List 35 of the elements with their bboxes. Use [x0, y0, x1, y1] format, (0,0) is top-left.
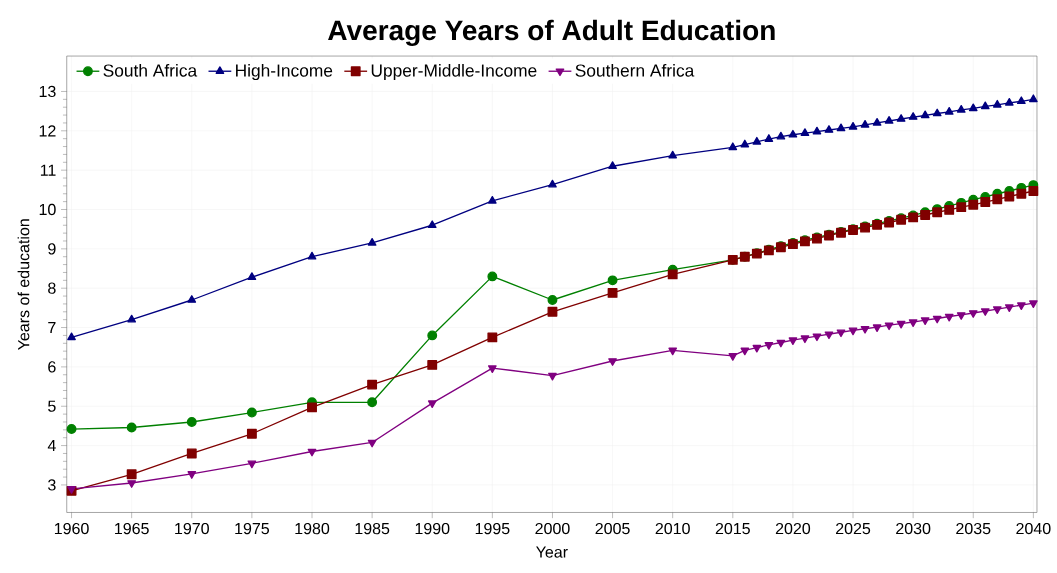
chart-title: Average Years of Adult Education: [328, 19, 775, 47]
x-tick-label: 1990: [415, 523, 450, 535]
x-axis-title: Year: [536, 546, 568, 558]
legend-label: High-Income: [236, 64, 333, 81]
x-tick-label: 2005: [595, 523, 630, 535]
x-tick-label: 1995: [475, 523, 510, 535]
x-tick-label: 2020: [775, 523, 811, 535]
x-tick-label: 2000: [535, 523, 570, 535]
y-tick-label: 6: [48, 361, 56, 373]
x-tick-label: 2010: [655, 523, 690, 535]
y-tick-label: 11: [40, 164, 56, 176]
x-tick-label: 2030: [896, 523, 931, 535]
x-tick-label: 1985: [355, 523, 390, 535]
y-tick-label: 9: [48, 243, 56, 255]
y-tick-label: 3: [48, 479, 56, 491]
y-tick-label: 13: [39, 86, 56, 98]
x-tick-label: 1960: [54, 523, 89, 535]
y-axis-title: Years of education: [17, 219, 30, 351]
x-tick-label: 2015: [715, 523, 750, 535]
x-tick-label: 1970: [175, 523, 209, 535]
legend-label: South Africa: [103, 64, 198, 77]
y-tick-label: 10: [39, 204, 56, 216]
y-tick-label: 8: [48, 282, 56, 295]
x-tick-label: 2025: [836, 523, 871, 535]
legend-label: Upper-Middle-Income: [371, 64, 537, 81]
legend-label: Southern Africa: [575, 64, 695, 77]
y-tick-label: 4: [47, 440, 56, 452]
x-tick-label: 2035: [956, 523, 991, 535]
y-tick-label: 5: [48, 400, 56, 413]
x-tick-label: 1975: [235, 523, 270, 535]
x-tick-label: 1965: [115, 523, 149, 535]
y-tick-label: 12: [39, 125, 56, 137]
y-tick-label: 7: [48, 322, 56, 334]
x-tick-label: 1980: [295, 523, 330, 535]
x-tick-label: 2040: [1016, 523, 1051, 535]
